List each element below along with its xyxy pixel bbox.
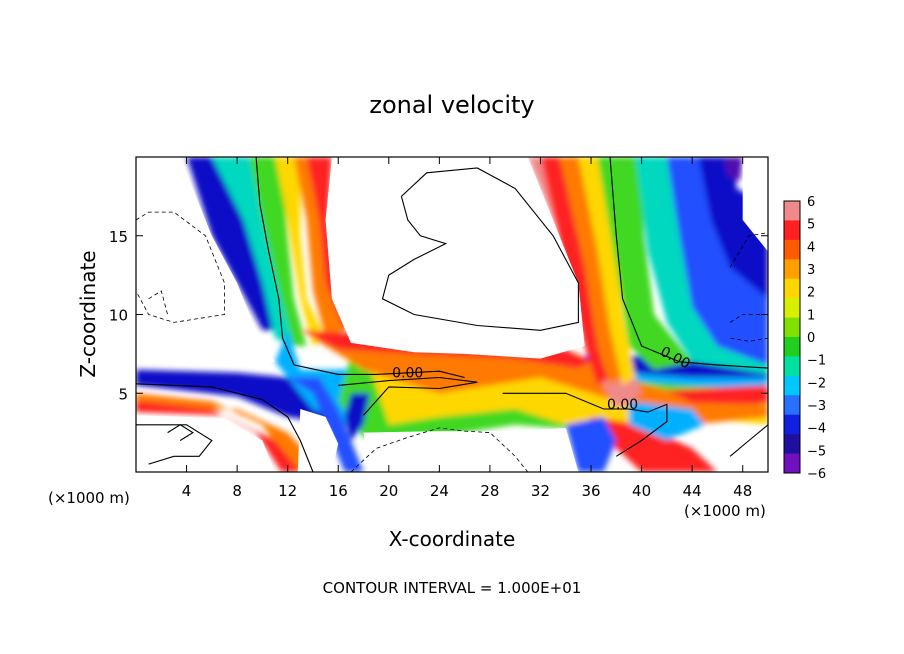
colorbar-swatch [784, 298, 800, 319]
x-tick-label: 36 [581, 482, 600, 500]
contour-value-label: 0.00 [392, 366, 423, 382]
colorbar-level-label: 6 [807, 195, 815, 210]
zero-contour-mid [338, 376, 478, 416]
x-tick-label: 12 [278, 482, 297, 500]
right-column-purple [723, 157, 743, 181]
colorbar: 6 5 4 3 2 1 0 −1 −2 −3 −4 −5 −6 [783, 195, 826, 482]
right-column-cyan [635, 157, 768, 375]
colorbar-swatch [784, 220, 800, 241]
left-plume-red [306, 157, 358, 331]
right-column-darkblue [698, 157, 768, 299]
colorbar-level-label: 2 [807, 286, 815, 301]
x-unit-left: (×1000 m) [48, 489, 130, 507]
zero-contour-lower-left [136, 383, 314, 472]
y-tick-label: 10 [109, 307, 128, 325]
x-unit-right: (×1000 m) [684, 502, 766, 520]
x-tick-label: 32 [531, 482, 550, 500]
x-axis: 4 8 12 16 20 24 28 32 36 40 44 48 [182, 157, 752, 500]
dashed-contour-right-mid [729, 314, 768, 342]
upper-center-contour [381, 167, 579, 331]
lower-right-blue [565, 416, 617, 472]
right-column-yellow [578, 157, 636, 386]
shear-red-right [666, 385, 768, 405]
shear-orange [313, 338, 768, 425]
right-column-green [597, 157, 693, 370]
lower-right-thin-contour [729, 424, 768, 457]
colorbar-swatch [784, 337, 800, 357]
left-plume-yellow [275, 157, 326, 346]
lower-right-white [717, 424, 768, 472]
x-tick-label: 48 [733, 482, 752, 500]
colorbar-level-label: 1 [807, 308, 815, 323]
colorbar-level-label: −1 [807, 354, 826, 369]
x-tick-label: 4 [182, 482, 192, 500]
colorbar-level-label: −6 [807, 467, 826, 482]
x-tick-label: 44 [683, 482, 702, 500]
colorbar-level-label: 4 [807, 240, 815, 255]
x-tick-label: 40 [632, 482, 651, 500]
colorbar-swatch [784, 453, 800, 474]
lower-left-white [136, 415, 275, 472]
x-tick-label: 20 [379, 482, 398, 500]
colorbar-swatch [784, 239, 800, 260]
y-axis-label: Z-coordinate [76, 250, 100, 377]
upper-center-white [325, 157, 585, 359]
left-plume-orange [294, 157, 345, 339]
contour-interval-note: CONTOUR INTERVAL = 1.000E+01 [323, 579, 582, 597]
y-axis: 5 10 15 [109, 228, 768, 403]
colorbar-swatch [784, 201, 800, 221]
x-tick-label: 8 [232, 482, 242, 500]
colorbar-swatch [784, 259, 800, 280]
lower-left-loop [167, 424, 194, 441]
lower-center-white [363, 427, 579, 472]
colorbar-swatch [784, 317, 800, 338]
upper-right-white [742, 157, 768, 252]
dashed-contour-left-small [148, 290, 168, 315]
x-tick-label: 24 [430, 482, 449, 500]
colorbar-swatch [784, 395, 800, 416]
chart-title: zonal velocity [369, 91, 534, 119]
x-tick-label: 16 [329, 482, 348, 500]
y-tick-label: 5 [118, 385, 128, 403]
colorbar-swatch [784, 414, 800, 435]
left-plume-green [249, 157, 307, 346]
zero-contour-right [609, 157, 768, 369]
dashed-contour-left [136, 211, 225, 323]
upper-left-white [136, 157, 275, 365]
colorbar-level-label: −4 [807, 422, 826, 437]
colorbar-frame [783, 200, 801, 474]
right-column-orange [559, 157, 623, 386]
right-column-red [540, 157, 610, 386]
left-plume-blue [186, 157, 288, 331]
right-column-blue [666, 157, 768, 365]
colorbar-swatch [784, 375, 800, 396]
contour-lines [136, 157, 768, 472]
dashed-contour-right-upper [729, 232, 768, 268]
y-tick-label: 15 [109, 228, 128, 246]
x-tick-label: 28 [480, 482, 499, 500]
lower-left-red [136, 401, 301, 472]
zero-contour-left [255, 157, 465, 379]
colorbar-level-label: −2 [807, 376, 826, 391]
zero-contour-right-low [502, 392, 668, 457]
velocity-field [136, 157, 768, 472]
lower-left-gap-white [297, 409, 339, 472]
colorbar-swatch [784, 278, 800, 299]
colorbar-swatch [784, 356, 800, 377]
colorbar-level-label: 3 [807, 263, 815, 278]
colorbar-level-label: 5 [807, 218, 815, 233]
x-axis-label: X-coordinate [389, 527, 516, 551]
colorbar-level-label: 0 [807, 331, 815, 346]
colorbar-level-label: −5 [807, 444, 826, 459]
lower-left-thin-contour [136, 424, 213, 465]
contour-value-label: 0.00 [607, 397, 638, 413]
colorbar-swatch [784, 434, 800, 455]
lower-center-blue [344, 393, 370, 441]
left-plume-cyan [211, 157, 294, 346]
lower-right-red [591, 416, 718, 472]
dashed-contour-lower-center [350, 427, 529, 472]
colorbar-level-label: −3 [807, 399, 826, 414]
